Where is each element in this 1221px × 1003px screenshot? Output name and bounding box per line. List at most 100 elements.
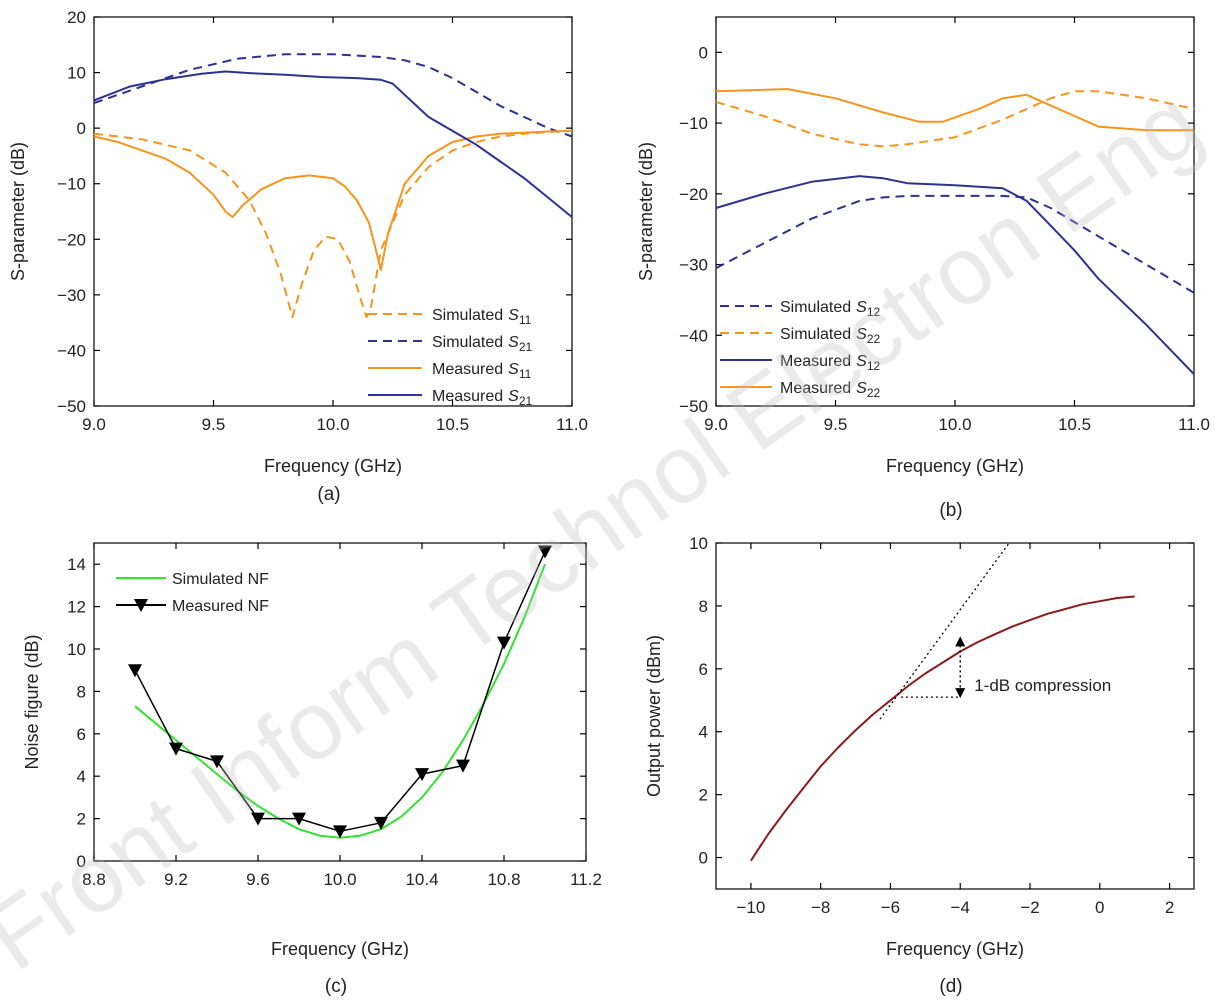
plot-frame [715,542,1195,890]
x-axis-title: Frequency (GHz) [886,456,1024,476]
y-tick-label: 10 [689,534,708,553]
series-line-1 [93,129,573,319]
x-tick-label: −10 [736,898,765,917]
x-axis-title: Frequency (GHz) [271,939,409,959]
data-point-marker [456,759,470,773]
panel-d: −10 −8 −6 −4 −2 0 2 0 2 4 6 8 10 Frequency (GHz) Outpu… [644,534,1195,997]
legend-subscript: 22 [867,386,881,400]
series-line-4 [93,70,573,218]
x-tick-label: −8 [811,898,830,917]
series-line-3 [715,175,1195,375]
y-axis-title: S-parameter (dB) [8,142,28,281]
y-tick-label: 4 [77,767,86,786]
x-tick-label: 10.8 [487,870,520,889]
x-tick-label: 10.0 [938,415,971,434]
y-tick-label: −40 [679,326,708,345]
legend-label: Simulated NF [172,571,269,588]
y-tick-label: 8 [699,597,708,616]
legend-label: Measured [780,353,851,370]
y-tick-label: 14 [67,555,86,574]
legend-subscript: 22 [867,332,881,346]
y-tick-label: −10 [57,175,86,194]
legend-subscript: 11 [519,313,532,327]
series-line-1 [750,595,1135,862]
legend-entry-4: Measured S22 [780,380,881,400]
y-tick-label: −40 [57,341,86,360]
y-tick-label: 6 [699,660,708,679]
panel-label: (a) [317,484,340,505]
y-tick-label: 0 [699,43,708,62]
series-line-2 [879,542,1010,720]
panel-label: (b) [939,500,962,521]
y-tick-label: 10 [67,64,86,83]
legend-symbol: S [856,380,867,397]
data-point-marker [292,812,306,826]
legend-symbol: S [508,334,519,351]
data-point-marker [210,755,224,769]
y-tick-label: 2 [699,786,708,805]
x-tick-label: 9.5 [824,415,848,434]
x-tick-label: 0 [1095,898,1104,917]
data-point-marker [333,825,347,839]
legend-label: Measured [432,388,503,405]
data-point-marker [251,812,265,826]
legend-entry-3: Measured S12 [780,353,881,373]
x-tick-label: 11.0 [1178,415,1210,434]
y-tick-label: −20 [57,230,86,249]
x-axis-title: Frequency (GHz) [264,456,402,476]
data-point-marker [169,742,183,756]
y-tick-label: −50 [57,397,86,416]
legend-label: Measured [780,380,851,397]
x-tick-label: 10.4 [405,870,438,889]
legend-entry-1: Simulated S12 [780,299,881,319]
legend-label: Simulated [432,334,503,351]
y-tick-label: 0 [77,119,86,138]
legend-entry-2: Simulated S21 [432,334,533,354]
data-point-marker [128,664,142,678]
x-tick-label: 9.0 [82,415,106,434]
y-tick-label: 8 [77,682,86,701]
x-tick-label: 10.5 [436,415,469,434]
y-axis-title: Noise figure (dB) [22,634,42,769]
series-line-2 [715,90,1195,148]
legend-subscript: 21 [519,340,533,354]
y-tick-label: 6 [77,725,86,744]
legend-label: Simulated [780,299,851,316]
legend-label: Measured NF [172,598,269,615]
x-tick-label: −6 [881,898,900,917]
x-tick-label: 9.2 [164,870,188,889]
watermark: Front Inform Technol Electron Eng [0,69,1219,991]
x-axis-title: Frequency (GHz) [886,939,1024,959]
y-tick-label: 0 [699,849,708,868]
legend-subscript: 12 [867,305,881,319]
panel-label: (d) [939,976,962,997]
panel-c: 8.8 9.2 9.6 10.0 10.4 10.8 11.2 0 2 4 6 8 10 12 14 Freq… [22,542,602,997]
legend-label: Measured [432,361,503,378]
legend-entry-1: Simulated NF [172,571,269,588]
x-tick-label: 2 [1165,898,1174,917]
panel-a: 9.0 9.5 10.0 10.5 11.0 −50 −40 −30 −20 −10 0 10 20 Fr… [8,8,588,505]
series-line-3 [93,129,573,271]
legend-subscript: 11 [519,367,532,381]
legend-entry-2: Simulated S22 [780,326,881,346]
y-tick-label: 0 [77,852,86,871]
y-tick-label: −20 [679,185,708,204]
x-tick-label: 10.0 [323,870,356,889]
y-tick-label: 20 [67,8,86,27]
y-axis-title: S-parameter (dB) [636,142,656,281]
legend-entry-4: Measured S21 [432,388,533,408]
x-tick-label: 11.2 [570,870,602,889]
legend-symbol: S [508,307,519,324]
series-line-4 [715,88,1194,132]
legend-subscript: 12 [867,359,881,373]
y-tick-label: −50 [679,397,708,416]
x-tick-label: −4 [951,898,970,917]
compression-annotation: 1-dB compression [974,676,1111,695]
y-tick-label: −10 [679,114,708,133]
y-tick-label: 2 [77,810,86,829]
legend-entry-1: Simulated S11 [432,307,532,327]
y-axis-title: Output power (dBm) [644,635,664,797]
arrow-head-down [955,688,966,699]
legend-subscript: 21 [519,394,533,408]
